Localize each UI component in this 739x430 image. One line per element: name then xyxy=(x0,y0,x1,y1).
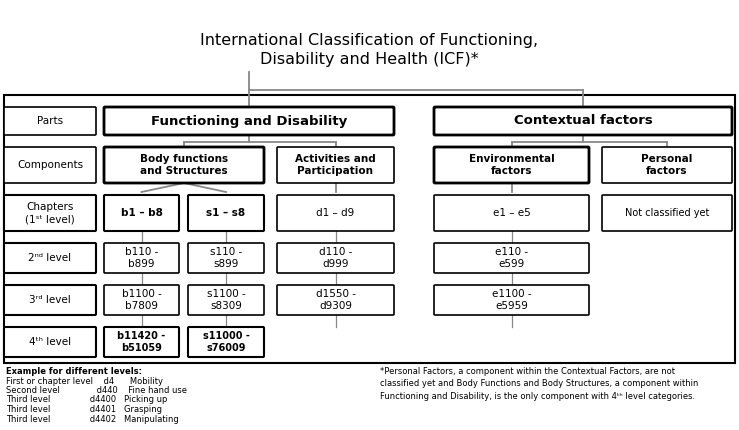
FancyBboxPatch shape xyxy=(104,147,264,183)
FancyBboxPatch shape xyxy=(188,327,264,357)
FancyBboxPatch shape xyxy=(434,243,589,273)
Text: e1 – e5: e1 – e5 xyxy=(493,208,531,218)
Text: 4ᵗʰ level: 4ᵗʰ level xyxy=(29,337,71,347)
Text: s1100 -
s8309: s1100 - s8309 xyxy=(207,289,245,311)
FancyBboxPatch shape xyxy=(434,147,589,183)
FancyBboxPatch shape xyxy=(4,327,96,357)
Text: Second level              d440    Fine hand use: Second level d440 Fine hand use xyxy=(6,386,187,395)
FancyBboxPatch shape xyxy=(434,195,589,231)
Text: First or chapter level    d4      Mobility: First or chapter level d4 Mobility xyxy=(6,377,163,386)
FancyBboxPatch shape xyxy=(104,327,179,357)
Text: s110 -
s899: s110 - s899 xyxy=(210,247,242,269)
Text: 2ⁿᵈ level: 2ⁿᵈ level xyxy=(28,253,72,263)
Text: Third level               d4401   Grasping: Third level d4401 Grasping xyxy=(6,405,162,414)
Text: Personal
factors: Personal factors xyxy=(641,154,692,176)
Text: 3ʳᵈ level: 3ʳᵈ level xyxy=(29,295,71,305)
Text: e1100 -
e5959: e1100 - e5959 xyxy=(491,289,531,311)
Text: d1 – d9: d1 – d9 xyxy=(316,208,355,218)
FancyBboxPatch shape xyxy=(188,285,264,315)
FancyBboxPatch shape xyxy=(4,107,96,135)
FancyBboxPatch shape xyxy=(4,243,96,273)
Text: Example for different levels:: Example for different levels: xyxy=(6,367,142,376)
FancyBboxPatch shape xyxy=(188,243,264,273)
Text: s11000 -
s76009: s11000 - s76009 xyxy=(202,331,250,353)
Text: Body functions
and Structures: Body functions and Structures xyxy=(140,154,228,176)
FancyBboxPatch shape xyxy=(104,107,394,135)
FancyBboxPatch shape xyxy=(277,195,394,231)
FancyBboxPatch shape xyxy=(602,195,732,231)
Text: Third level               d4400   Picking up: Third level d4400 Picking up xyxy=(6,396,167,405)
Text: e110 -
e599: e110 - e599 xyxy=(495,247,528,269)
Text: Contextual factors: Contextual factors xyxy=(514,114,653,128)
Text: Chapters
(1ˢᵗ level): Chapters (1ˢᵗ level) xyxy=(25,202,75,224)
Text: d110 -
d999: d110 - d999 xyxy=(319,247,353,269)
FancyBboxPatch shape xyxy=(277,147,394,183)
FancyBboxPatch shape xyxy=(4,147,96,183)
Text: b11420 -
b51059: b11420 - b51059 xyxy=(118,331,166,353)
Text: Components: Components xyxy=(17,160,83,170)
FancyBboxPatch shape xyxy=(4,195,96,231)
Bar xyxy=(4,95,735,363)
Text: Environmental
factors: Environmental factors xyxy=(469,154,554,176)
FancyBboxPatch shape xyxy=(277,243,394,273)
FancyBboxPatch shape xyxy=(104,285,179,315)
FancyBboxPatch shape xyxy=(104,243,179,273)
Text: Not classified yet: Not classified yet xyxy=(624,208,709,218)
FancyBboxPatch shape xyxy=(434,107,732,135)
Text: Parts: Parts xyxy=(37,116,63,126)
FancyBboxPatch shape xyxy=(104,195,179,231)
FancyBboxPatch shape xyxy=(277,285,394,315)
FancyBboxPatch shape xyxy=(188,195,264,231)
FancyBboxPatch shape xyxy=(602,147,732,183)
Text: s1 – s8: s1 – s8 xyxy=(206,208,245,218)
FancyBboxPatch shape xyxy=(4,285,96,315)
Text: Third level               d4402   Manipulating: Third level d4402 Manipulating xyxy=(6,415,179,424)
Text: International Classification of Functioning,
Disability and Health (ICF)*: International Classification of Function… xyxy=(200,33,539,67)
Text: *Personal Factors, a component within the Contextual Factors, are not
classified: *Personal Factors, a component within th… xyxy=(380,367,698,401)
Text: b1 – b8: b1 – b8 xyxy=(120,208,163,218)
Text: b110 -
b899: b110 - b899 xyxy=(125,247,158,269)
Text: Functioning and Disability: Functioning and Disability xyxy=(151,114,347,128)
Text: Activities and
Participation: Activities and Participation xyxy=(295,154,376,176)
Text: d1550 -
d9309: d1550 - d9309 xyxy=(316,289,355,311)
FancyBboxPatch shape xyxy=(434,285,589,315)
Text: b1100 -
b7809: b1100 - b7809 xyxy=(121,289,161,311)
